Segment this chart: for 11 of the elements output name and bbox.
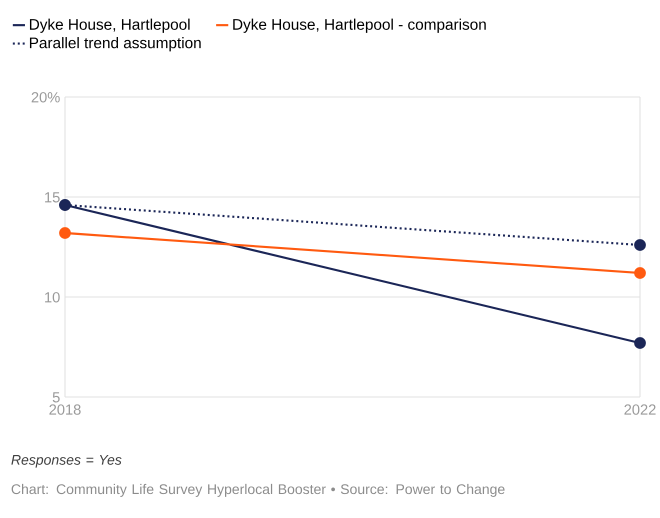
text: Responses = Yes bbox=[11, 455, 122, 468]
text: Chart: Community Life Survey Hyperlocal Booster • Source: Power to Change bbox=[12, 484, 505, 497]
y-tick-label: 10 bbox=[45, 292, 60, 302]
y-tick-label: 5 bbox=[52, 392, 60, 402]
y-tick-label: 20% bbox=[32, 92, 60, 102]
legend-label: Parallel trend assumption bbox=[30, 37, 201, 52]
x-tick-label: 2018 bbox=[49, 404, 81, 415]
legend-label: Dyke House, Hartlepool bbox=[30, 18, 190, 33]
x-tick-label: 2022 bbox=[624, 404, 656, 415]
y-tick-label: 15 bbox=[45, 192, 60, 202]
legend-label: Dyke House, Hartlepool - comparison bbox=[233, 18, 486, 33]
